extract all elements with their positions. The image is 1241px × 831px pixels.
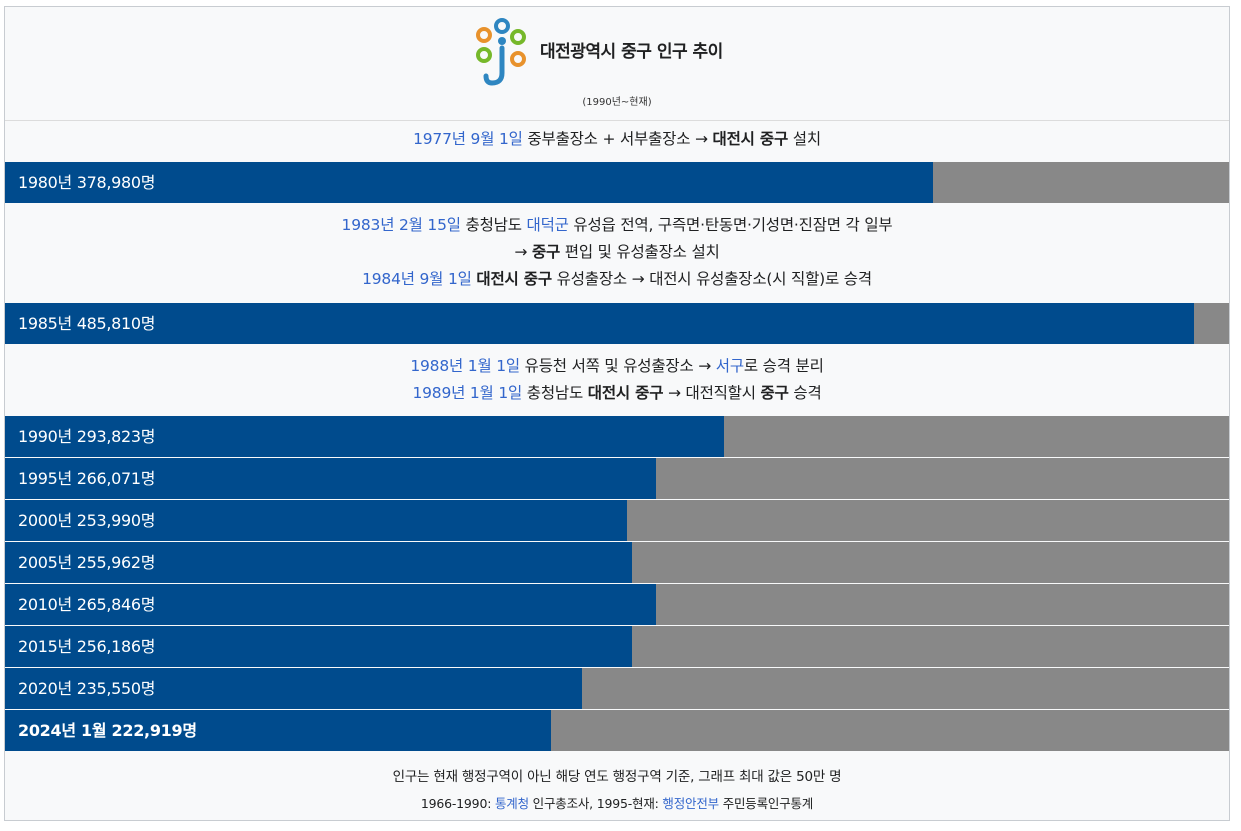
note-text: 충청남도 [522, 384, 588, 402]
bar-fill [5, 668, 582, 709]
note-text: 로 승격 분리 [743, 357, 824, 375]
wiki-link[interactable]: 1977년 9월 1일 [413, 130, 523, 148]
note-text: 유성출장소 → 대전시 유성출장소(시 직할)로 승격 [551, 270, 872, 288]
note-text: 유성읍 전역, 구즉면·탄동면·기성면·진잠면 각 일부 [568, 216, 893, 234]
bar-label: 2000년 253,990명 [18, 511, 156, 530]
note-line: 1977년 9월 1일 중부출장소 + 서부출장소 → 대전시 중구 설치 [5, 126, 1229, 153]
note-text: 주민등록인구통계 [718, 796, 814, 811]
bar-label: 2005년 255,962명 [18, 553, 156, 572]
bar-fill [5, 626, 633, 667]
bar-label: 1990년 293,823명 [18, 427, 156, 446]
bar-1990: 1990년 293,823명 [5, 416, 1229, 457]
note-text: 1966-1990: [420, 796, 495, 811]
bar-label: 2024년 1월 222,919명 [18, 721, 197, 740]
note-text: 유등천 서쪽 및 유성출장소 → [519, 357, 716, 375]
bar-fill [5, 710, 551, 751]
note-line: 1989년 1월 1일 충청남도 대전시 중구 → 대전직할시 중구 승격 [5, 380, 1229, 407]
note-line: 1983년 2월 15일 충청남도 대덕군 유성읍 전역, 구즉면·탄동면·기성… [5, 212, 1229, 239]
bold-text: 대전시 중구 [712, 130, 789, 148]
note-text: 충청남도 [460, 216, 527, 234]
infobox-header: 대전광역시 중구 인구 추이 (1990년~현재) [5, 7, 1229, 121]
note-line: → 중구 편입 및 유성출장소 설치 [5, 239, 1229, 266]
bold-text: 중구 [531, 243, 561, 261]
bar-label: 1985년 485,810명 [18, 314, 156, 333]
bar-fill [5, 542, 632, 583]
bold-text: 대전시 중구 [476, 270, 552, 288]
note-text: 설치 [788, 130, 821, 148]
wiki-link[interactable]: 1988년 1월 1일 [410, 357, 520, 375]
wiki-link[interactable]: 1983년 2월 15일 [341, 216, 461, 234]
bar-1980: 1980년 378,980명 [5, 162, 1229, 203]
bar-2005: 2005년 255,962명 [5, 542, 1229, 583]
bar-label: 2020년 235,550명 [18, 679, 156, 698]
bar-label: 1980년 378,980명 [18, 173, 156, 192]
wiki-link[interactable]: 1984년 9월 1일 [362, 270, 472, 288]
history-note-1988: 1988년 1월 1일 유등천 서쪽 및 유성출장소 → 서구로 승격 분리 19… [5, 353, 1229, 407]
note-line: 1984년 9월 1일 대전시 중구 유성출장소 → 대전시 유성출장소(시 직… [5, 266, 1229, 293]
note-line: 1988년 1월 1일 유등천 서쪽 및 유성출장소 → 서구로 승격 분리 [5, 353, 1229, 380]
history-note-1977: 1977년 9월 1일 중부출장소 + 서부출장소 → 대전시 중구 설치 [5, 126, 1229, 153]
bar-2000: 2000년 253,990명 [5, 500, 1229, 541]
bar-fill [5, 500, 627, 541]
bar-label: 2010년 265,846명 [18, 595, 156, 614]
bar-1995: 1995년 266,071명 [5, 458, 1229, 499]
bar-fill [5, 416, 725, 457]
bold-text: 대전시 중구 [587, 384, 664, 402]
bar-fill [5, 584, 656, 625]
daejeon-junggu-logo-icon [476, 18, 526, 86]
bar-2015: 2015년 256,186명 [5, 626, 1229, 667]
bold-text: 중구 [760, 384, 789, 402]
bar-fill [5, 162, 933, 203]
footer-sources: 1966-1990: 통계청 인구총조사, 1995-현재: 행정안전부 주민등… [5, 793, 1229, 812]
bar-label: 1995년 266,071명 [18, 469, 156, 488]
bar-2024: 2024년 1월 222,919명 [5, 710, 1229, 751]
page-subtitle: (1990년~현재) [582, 97, 652, 108]
wiki-link[interactable]: 대덕군 [526, 216, 569, 234]
note-text: → 대전직할시 [663, 384, 761, 402]
bar-label: 2015년 256,186명 [18, 637, 156, 656]
wiki-link[interactable]: 행정안전부 [662, 796, 719, 811]
wiki-link[interactable]: 서구 [715, 357, 744, 375]
history-note-1983: 1983년 2월 15일 충청남도 대덕군 유성읍 전역, 구즉면·탄동면·기성… [5, 212, 1229, 293]
note-text: 중부출장소 + 서부출장소 → [522, 130, 713, 148]
note-text: 인구총조사, 1995-현재: [528, 796, 663, 811]
page-title: 대전광역시 중구 인구 추이 [540, 42, 723, 62]
bar-fill [5, 458, 657, 499]
population-infobox: 대전광역시 중구 인구 추이 (1990년~현재) 1977년 9월 1일 중부… [4, 6, 1230, 821]
wiki-link[interactable]: 통계청 [494, 796, 529, 811]
note-text: → [514, 243, 532, 261]
bar-2020: 2020년 235,550명 [5, 668, 1229, 709]
wiki-link[interactable]: 1989년 1월 1일 [412, 384, 523, 402]
bar-2010: 2010년 265,846명 [5, 584, 1229, 625]
footer-note: 인구는 현재 행정구역이 아닌 해당 연도 행정구역 기준, 그래프 최대 값은… [392, 769, 842, 785]
note-text: 편입 및 유성출장소 설치 [560, 243, 720, 261]
note-text: 승격 [788, 384, 822, 402]
bar-fill [5, 303, 1195, 344]
bar-1985: 1985년 485,810명 [5, 303, 1229, 344]
